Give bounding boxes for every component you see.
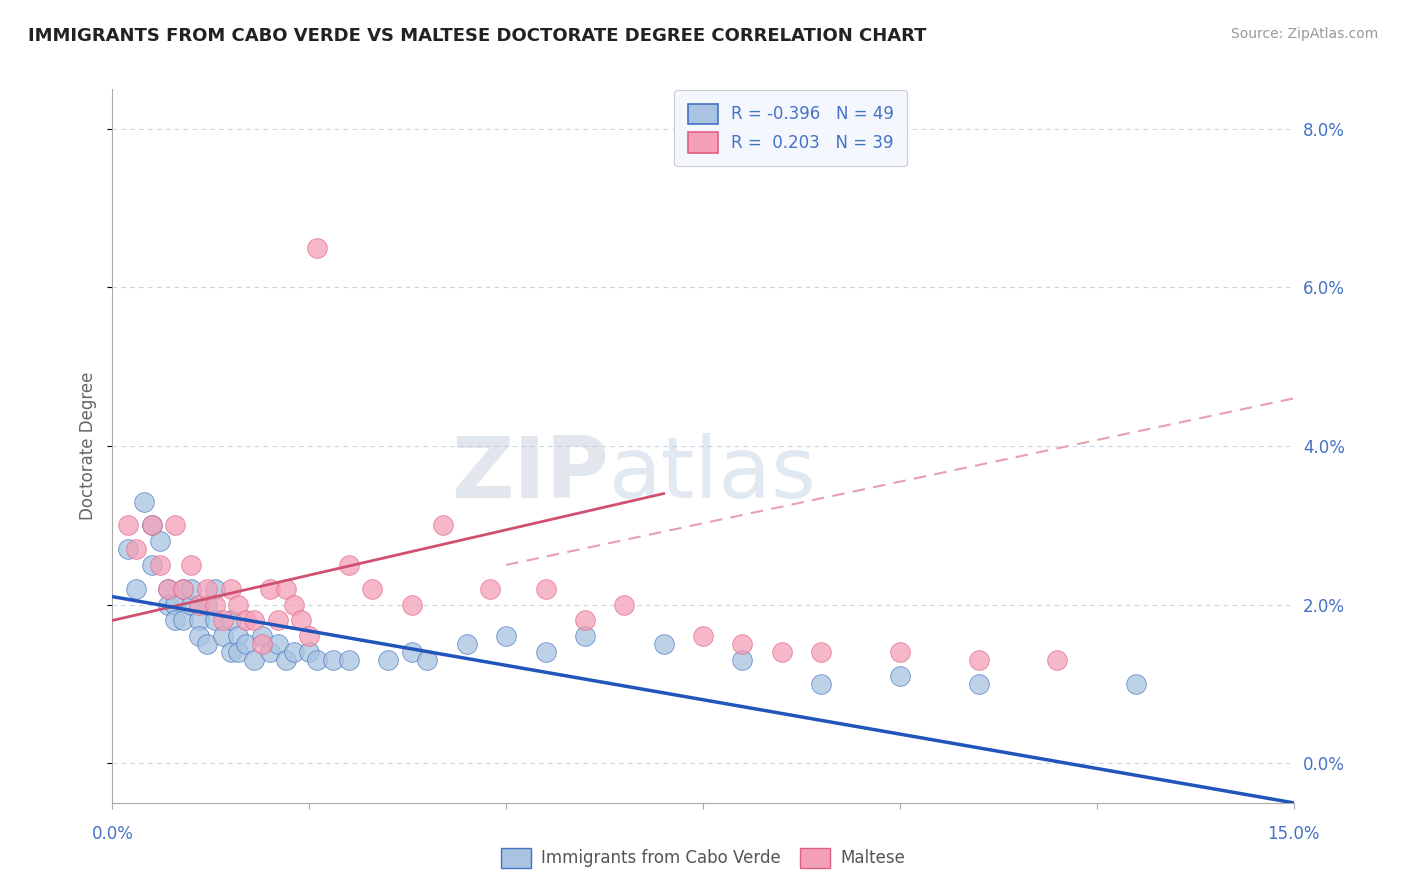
Point [188, 598, 211, 612]
Point [731, 653, 754, 667]
Point [180, 598, 202, 612]
Point [574, 629, 596, 643]
Point [967, 653, 990, 667]
Point [298, 645, 321, 659]
Point [307, 653, 329, 667]
Point [204, 582, 226, 596]
Point [274, 582, 297, 596]
Point [219, 582, 242, 596]
Point [322, 653, 344, 667]
Point [810, 645, 832, 659]
Point [243, 653, 266, 667]
Text: atlas: atlas [609, 433, 817, 516]
Point [165, 598, 187, 612]
Point [235, 614, 257, 628]
Text: 0.0%: 0.0% [91, 825, 134, 843]
Point [495, 629, 517, 643]
Point [211, 629, 233, 643]
Point [141, 558, 163, 572]
Point [267, 614, 290, 628]
Point [219, 645, 242, 659]
Point [377, 653, 399, 667]
Point [283, 645, 305, 659]
Point [172, 582, 194, 596]
Point [259, 645, 281, 659]
Point [125, 582, 148, 596]
Point [731, 637, 754, 651]
Point [180, 582, 202, 596]
Point [267, 637, 290, 651]
Point [165, 614, 187, 628]
Legend: Immigrants from Cabo Verde, Maltese: Immigrants from Cabo Verde, Maltese [494, 841, 912, 875]
Point [204, 598, 226, 612]
Point [770, 645, 793, 659]
Point [180, 558, 202, 572]
Point [149, 534, 172, 549]
Point [228, 598, 250, 612]
Point [228, 645, 250, 659]
Point [401, 645, 423, 659]
Point [416, 653, 439, 667]
Point [228, 629, 250, 643]
Point [432, 518, 454, 533]
Point [613, 598, 636, 612]
Point [149, 558, 172, 572]
Point [250, 629, 273, 643]
Text: Source: ZipAtlas.com: Source: ZipAtlas.com [1230, 27, 1378, 41]
Point [259, 582, 281, 596]
Point [195, 598, 218, 612]
Point [967, 677, 990, 691]
Point [195, 582, 218, 596]
Point [156, 582, 179, 596]
Point [132, 494, 155, 508]
Point [172, 614, 194, 628]
Point [141, 518, 163, 533]
Point [534, 645, 557, 659]
Point [574, 614, 596, 628]
Point [243, 614, 266, 628]
Point [117, 518, 139, 533]
Point [125, 542, 148, 557]
Point [401, 598, 423, 612]
Point [307, 241, 329, 255]
Text: ZIP: ZIP [451, 433, 609, 516]
Point [156, 598, 179, 612]
Point [204, 614, 226, 628]
Point [165, 518, 187, 533]
Point [188, 614, 211, 628]
Point [188, 629, 211, 643]
Point [652, 637, 675, 651]
Point [479, 582, 502, 596]
Point [219, 614, 242, 628]
Point [889, 645, 911, 659]
Point [692, 629, 714, 643]
Point [117, 542, 139, 557]
Point [337, 558, 360, 572]
Text: 15.0%: 15.0% [1267, 825, 1320, 843]
Point [298, 629, 321, 643]
Point [337, 653, 360, 667]
Point [141, 518, 163, 533]
Point [156, 582, 179, 596]
Point [361, 582, 384, 596]
Point [235, 637, 257, 651]
Point [290, 614, 312, 628]
Legend: R = -0.396   N = 49, R =  0.203   N = 39: R = -0.396 N = 49, R = 0.203 N = 39 [675, 90, 907, 166]
Point [456, 637, 478, 651]
Point [283, 598, 305, 612]
Y-axis label: Doctorate Degree: Doctorate Degree [79, 372, 97, 520]
Point [889, 669, 911, 683]
Point [211, 614, 233, 628]
Point [1046, 653, 1069, 667]
Point [250, 637, 273, 651]
Point [274, 653, 297, 667]
Point [534, 582, 557, 596]
Point [810, 677, 832, 691]
Text: IMMIGRANTS FROM CABO VERDE VS MALTESE DOCTORATE DEGREE CORRELATION CHART: IMMIGRANTS FROM CABO VERDE VS MALTESE DO… [28, 27, 927, 45]
Point [172, 582, 194, 596]
Point [195, 637, 218, 651]
Point [1125, 677, 1147, 691]
